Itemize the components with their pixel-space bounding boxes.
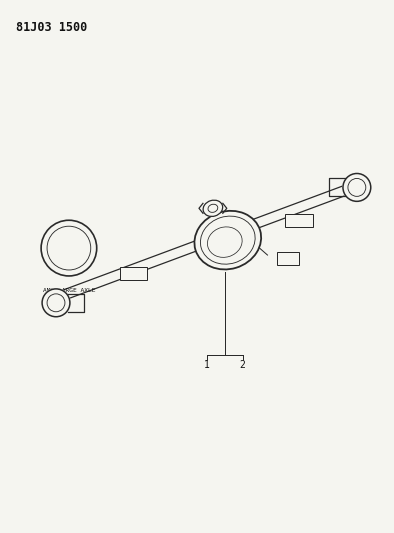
- Text: 81J03 1500: 81J03 1500: [16, 21, 87, 34]
- Ellipse shape: [194, 211, 261, 270]
- Polygon shape: [285, 214, 313, 227]
- Ellipse shape: [342, 173, 372, 203]
- FancyBboxPatch shape: [277, 252, 299, 264]
- Polygon shape: [119, 268, 147, 280]
- Ellipse shape: [39, 218, 99, 278]
- Text: X: X: [286, 255, 290, 261]
- Ellipse shape: [41, 288, 71, 318]
- Ellipse shape: [203, 200, 223, 216]
- Text: 2: 2: [240, 360, 245, 369]
- Text: AMC LARGE AXLE: AMC LARGE AXLE: [43, 288, 95, 293]
- Text: 1: 1: [204, 360, 210, 369]
